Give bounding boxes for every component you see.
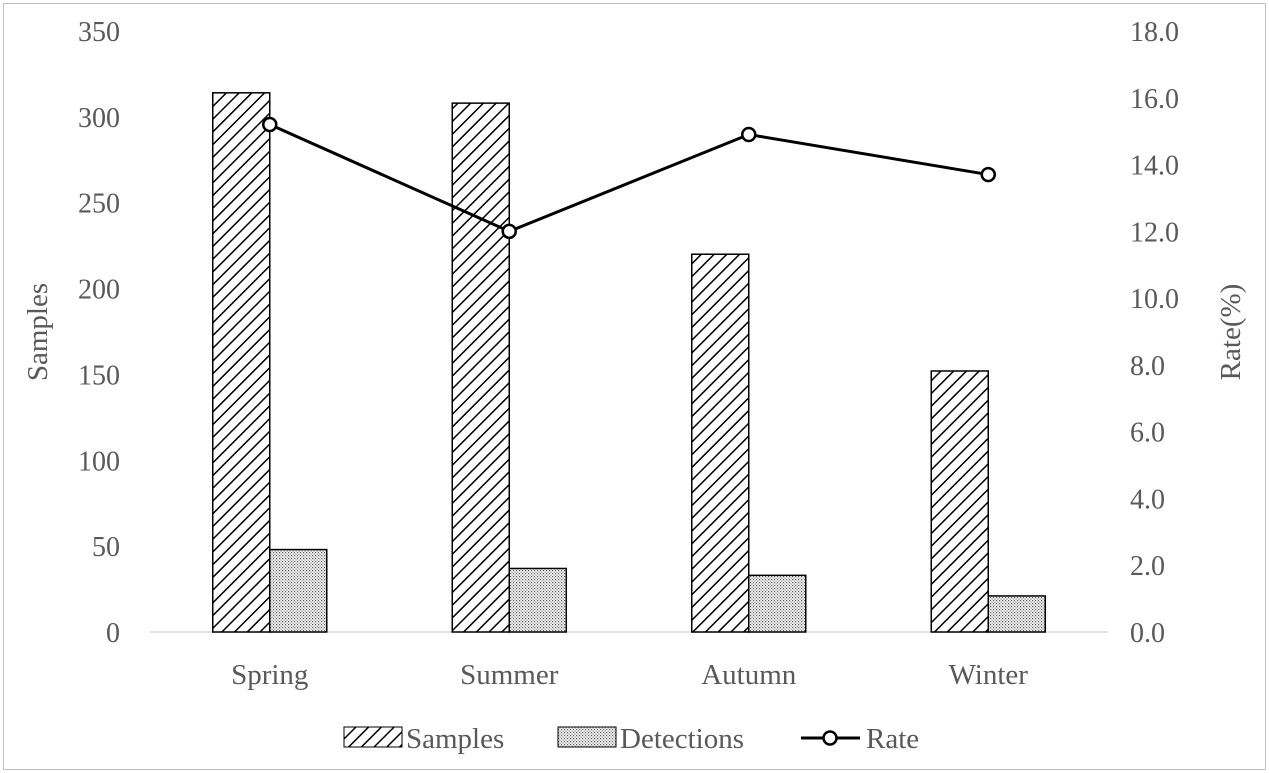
left-axis-title: Samples [22,283,54,381]
bar-samples-winter [930,370,989,633]
rate-point-autumn [741,126,757,143]
left-tick-label: 150 [78,360,120,391]
right-tick-label: 0.0 [1130,618,1165,649]
right-tick-label: 8.0 [1130,351,1165,382]
right-tick-label: 18.0 [1130,17,1179,48]
left-tick-label: 300 [78,103,120,134]
left-tick-label: 0 [106,618,120,649]
right-tick-label: 4.0 [1130,484,1165,515]
bar-samples-spring [212,92,271,633]
right-tick-label: 14.0 [1130,151,1179,182]
legend-label-detections: Detections [620,723,744,755]
category-labels: Spring Summer Autumn Winter [231,659,1028,691]
left-axis-ticks: 0 50 100 150 200 250 300 350 [78,17,120,649]
left-tick-label: 350 [78,17,120,48]
category-label: Summer [460,659,559,691]
right-tick-label: 2.0 [1130,551,1165,582]
bar-detections-autumn [748,574,807,633]
bars [212,92,1046,633]
bar-detections-spring [269,548,328,633]
category-label: Spring [231,659,308,691]
right-tick-label: 12.0 [1130,217,1179,248]
legend-label-rate: Rate [866,723,919,755]
bar-detections-summer [508,567,567,633]
left-tick-label: 50 [92,532,120,563]
left-tick-label: 250 [78,189,120,220]
rate-line [262,116,996,240]
bar-samples-summer [451,102,510,633]
right-axis-ticks: 0.0 2.0 4.0 6.0 8.0 10.0 12.0 14.0 16.0 18.0 [1130,17,1179,649]
legend-marker-rate [822,730,838,746]
legend: Samples Detections Rate [343,723,919,755]
left-tick-label: 200 [78,275,120,306]
legend-label-samples: Samples [406,723,504,755]
right-axis-title: Rate(%) [1215,284,1247,381]
category-label: Autumn [701,659,797,691]
right-tick-label: 10.0 [1130,284,1179,315]
rate-point-spring [262,116,278,133]
category-label: Winter [949,659,1029,691]
right-tick-label: 6.0 [1130,418,1165,449]
right-tick-label: 16.0 [1130,84,1179,115]
left-tick-label: 100 [78,446,120,477]
bar-detections-winter [987,595,1046,633]
bar-samples-autumn [691,253,750,633]
rate-point-winter [980,166,996,183]
rate-series-line [269,123,989,233]
legend-swatch-detections [557,726,617,748]
legend-swatch-samples [343,726,403,748]
rate-point-summer [501,223,517,240]
